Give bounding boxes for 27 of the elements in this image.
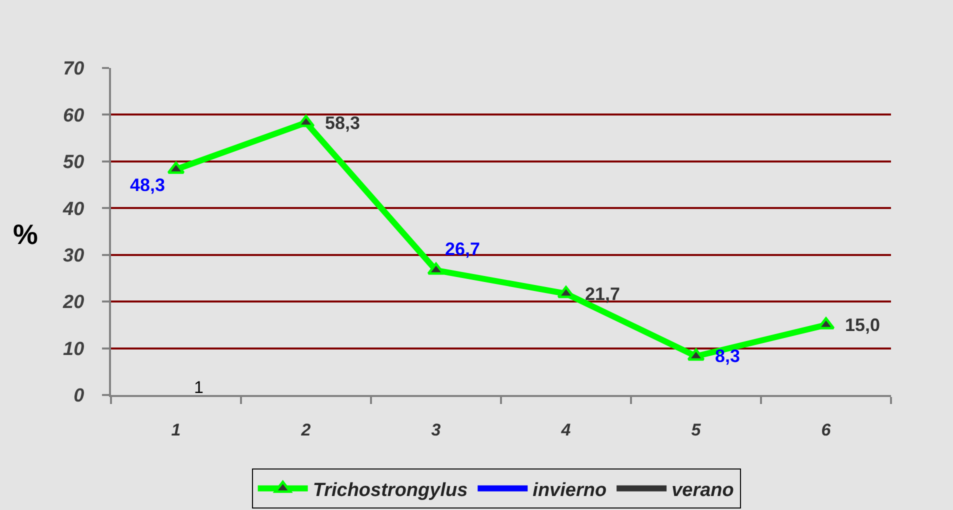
x-tick-label: 3 <box>431 420 442 440</box>
data-label: 21,7 <box>585 284 620 304</box>
y-tick-label: 70 <box>63 58 85 80</box>
x-tick-label: 1 <box>171 420 181 440</box>
y-tick-label: 30 <box>63 246 85 267</box>
y-tick-label: 40 <box>62 198 85 220</box>
point <box>557 286 575 298</box>
y-tick-label: 50 <box>63 152 85 174</box>
y-tick-label: 60 <box>63 105 85 126</box>
x-tick-label: 4 <box>560 420 572 440</box>
legend-label: verano <box>672 480 734 501</box>
legend-label: Trichostrongylus <box>312 480 468 501</box>
point <box>687 348 705 361</box>
legend-label: invierno <box>532 480 607 501</box>
y-tick-label: 0 <box>74 386 85 407</box>
y-tick-label: 10 <box>63 338 85 360</box>
annotation: 1 <box>194 378 204 397</box>
y-tick-label: 20 <box>62 292 85 314</box>
data-label: 26,7 <box>445 239 480 259</box>
data-label: 48,3 <box>130 175 166 195</box>
y-axis-title: % <box>13 219 38 250</box>
data-label: 58,3 <box>325 113 360 133</box>
x-tick-label: 2 <box>300 420 312 440</box>
data-label: 8,3 <box>715 346 740 366</box>
x-tick-label: 6 <box>821 420 832 440</box>
data-label: 15,0 <box>845 315 880 335</box>
x-tick-label: 5 <box>691 420 702 440</box>
